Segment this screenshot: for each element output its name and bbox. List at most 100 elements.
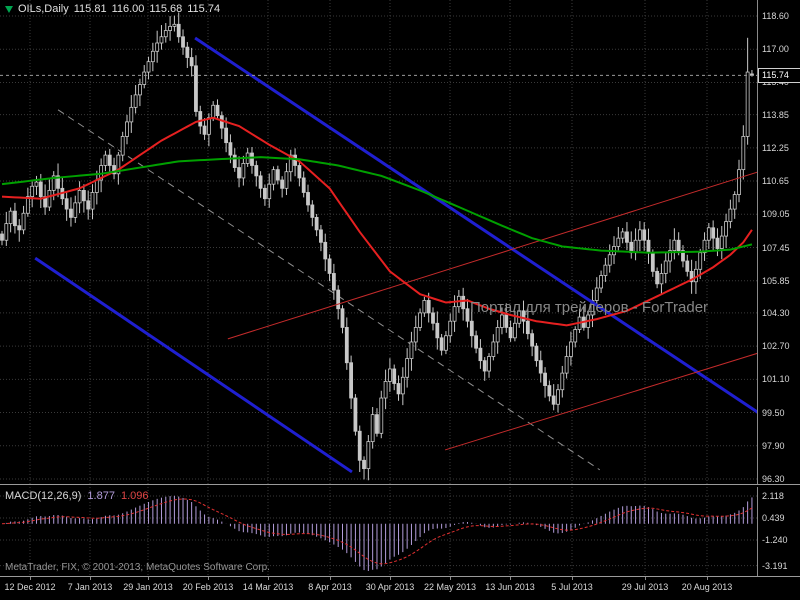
candle-body (120, 136, 125, 156)
candle-body (336, 289, 341, 310)
candle-body (689, 270, 694, 283)
pane-divider[interactable] (0, 484, 800, 488)
time-axis[interactable]: 12 Dec 2012 7 Jan 2013 29 Jan 2013 20 Feb 2… (0, 576, 800, 600)
candle-body (461, 295, 466, 310)
ma-fast-line (1, 116, 753, 327)
time-tick-mark (572, 577, 573, 580)
time-tick-mark (390, 577, 391, 580)
red-uptrend-channel-lower (444, 352, 757, 451)
candle-body (86, 200, 91, 210)
candle-body (413, 327, 418, 343)
candle-body (13, 210, 17, 227)
candle-body (370, 414, 375, 443)
candle-body (465, 308, 470, 322)
candle-body (668, 250, 672, 262)
symbol-marker-icon (5, 5, 13, 13)
candle-body (189, 57, 194, 67)
candle-body (155, 42, 160, 52)
candle-body (387, 368, 392, 382)
candle-body (521, 310, 526, 322)
candle-body (405, 358, 410, 378)
candle-body (431, 312, 435, 324)
candle-body (185, 46, 190, 58)
candle-body (508, 327, 513, 339)
time-tick-mark (510, 577, 511, 580)
channel-median-dashed-line (57, 109, 601, 471)
candle-body (452, 306, 457, 322)
candle-body (392, 368, 397, 384)
candle-body (30, 185, 35, 198)
candle-body (224, 127, 229, 144)
candle-body (642, 229, 647, 241)
candle-body (90, 192, 95, 210)
candle-body (146, 61, 151, 73)
candle-body (482, 360, 487, 372)
macd-axis[interactable]: 2.118 0.439 -1.240 -3.191 (757, 487, 800, 576)
candle-body (547, 385, 552, 397)
price-chart-pane[interactable] (0, 0, 757, 484)
time-tick-label: 20 Aug 2013 (681, 582, 733, 592)
candle-body (181, 36, 185, 48)
macd-signal-line (1, 498, 753, 565)
candle-body (637, 229, 642, 241)
candle-body (439, 337, 444, 351)
candle-body (706, 227, 711, 241)
candle-body (237, 167, 241, 179)
candle-body (267, 183, 272, 200)
candle-body (159, 36, 164, 44)
candle-body (306, 192, 310, 206)
candle-body (215, 104, 220, 117)
candle-body (564, 356, 569, 374)
blue-downtrend-line-lower (34, 256, 353, 474)
macd-indicator-pane[interactable] (0, 487, 757, 576)
candle-body (685, 260, 690, 272)
time-tick-label: 22 May 2013 (423, 582, 477, 592)
red-uptrend-channel-upper (227, 171, 757, 340)
candle-body (512, 322, 517, 339)
candle-body (607, 254, 612, 266)
candle-body (163, 30, 168, 38)
candle-body (211, 104, 216, 119)
macd-tick-label: -3.191 (762, 560, 788, 571)
candle-body (112, 165, 116, 175)
candle-body (198, 111, 203, 127)
macd-tick-label: -1.240 (762, 535, 788, 545)
time-tick-label: 14 Mar 2013 (242, 582, 294, 592)
candle-body (681, 250, 685, 262)
candle-body (375, 414, 379, 434)
candle-body (138, 84, 142, 96)
time-tick-label: 29 Jul 2013 (621, 582, 669, 592)
candle-body (297, 165, 302, 179)
macd-main-value: 1.877 (87, 490, 115, 502)
candle-body (594, 287, 599, 301)
candle-body (530, 333, 535, 347)
candle-body (491, 341, 496, 357)
candle-body (56, 175, 60, 189)
candle-body (327, 258, 332, 274)
candle-body (344, 327, 349, 364)
candle-body (103, 154, 108, 166)
price-tick-label: 96.30 (762, 474, 785, 484)
candle-body (620, 231, 625, 239)
candle-body (271, 169, 276, 185)
candle-body (129, 106, 134, 123)
price-axis[interactable]: 115.74 118.60117.00115.40113.85112.25110… (757, 0, 800, 484)
candle-body (409, 341, 414, 359)
time-tick-mark (148, 577, 149, 580)
candle-body (732, 194, 737, 210)
price-tick-label: 118.60 (762, 11, 789, 21)
candle-body (34, 181, 39, 187)
macd-signal-value: 1.096 (120, 490, 149, 502)
time-tick-label: 7 Jan 2013 (67, 582, 113, 592)
price-tick-label: 110.65 (762, 176, 789, 187)
macd-canvas[interactable] (0, 487, 757, 576)
candle-body (698, 252, 703, 270)
candle-body (349, 362, 354, 399)
price-tick-label: 104.30 (762, 307, 790, 318)
symbol-period-label: OILs,Daily (18, 3, 69, 15)
candle-body (672, 239, 677, 252)
candle-body (418, 312, 422, 328)
macd-tick-label: 2.118 (762, 491, 784, 501)
price-chart-canvas[interactable] (0, 0, 757, 484)
candle-body (21, 212, 26, 231)
